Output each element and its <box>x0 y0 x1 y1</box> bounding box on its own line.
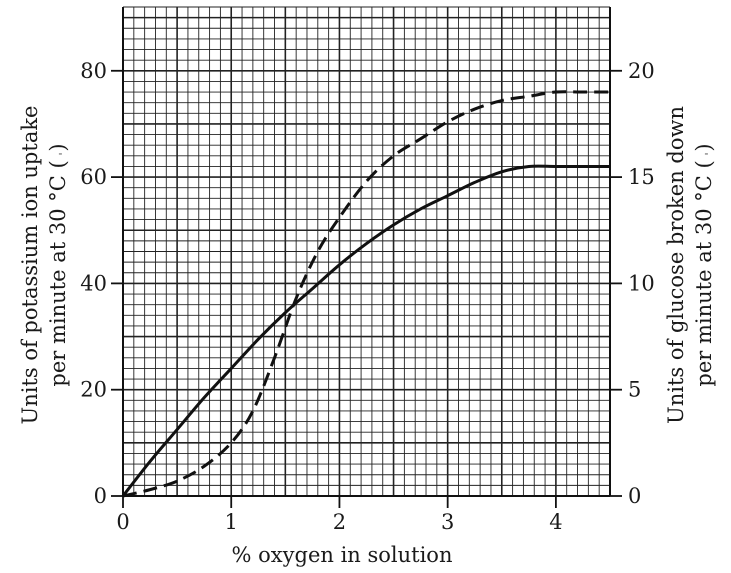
x-tick-label: 0 <box>116 510 129 534</box>
y-left-tick-label: 60 <box>80 165 107 189</box>
axes <box>111 7 622 508</box>
dashed-line-key <box>692 152 716 159</box>
y-left-tick-label: 40 <box>80 271 107 295</box>
dashed-series-line <box>122 90 610 498</box>
y-right-tick-label: 5 <box>628 378 641 402</box>
y-left-axis-label: Units of potassium ion uptake per minute… <box>18 106 70 425</box>
y-left-axis-label-line2: per minute at 30 °C ( ) <box>46 143 70 386</box>
y-left-axis-label-line1: Units of potassium ion uptake <box>18 106 42 425</box>
y-right-axis-label-line1: Units of glucose broken down <box>664 106 688 424</box>
y-right-tick-label: 20 <box>628 59 655 83</box>
x-axis-label: % oxygen in solution <box>232 543 453 567</box>
y-right-tick-label: 15 <box>628 165 655 189</box>
y-left-tick-label: 0 <box>94 484 107 508</box>
y-right-tick-label: 10 <box>628 271 655 295</box>
y-left-tick-label: 20 <box>80 378 107 402</box>
solid-series-line <box>121 164 610 497</box>
x-tick-label: 1 <box>225 510 238 534</box>
series-layer <box>121 90 610 498</box>
grid <box>122 6 611 497</box>
x-tick-label: 4 <box>549 510 562 534</box>
x-tick-label: 3 <box>441 510 454 534</box>
y-right-axis-label-line2: per minute at 30 °C ( ) <box>692 143 716 386</box>
solid-line-key <box>46 152 70 159</box>
y-right-axis-label: Units of glucose broken down per minute … <box>664 106 716 424</box>
x-tick-label: 2 <box>333 510 346 534</box>
y-right-tick-label: 0 <box>628 484 641 508</box>
y-left-tick-label: 80 <box>80 59 107 83</box>
